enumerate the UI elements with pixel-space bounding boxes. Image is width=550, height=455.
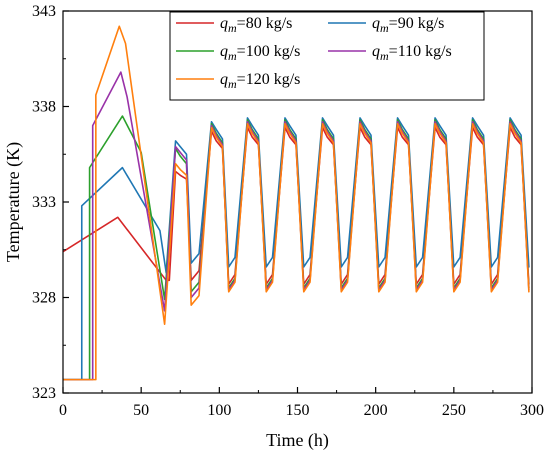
x-tick-label: 100 — [207, 402, 231, 419]
x-tick-label: 0 — [59, 402, 67, 419]
series-lines — [63, 25, 530, 381]
legend-label: qm=120 kg/s — [220, 71, 300, 91]
x-tick-label: 300 — [520, 402, 544, 419]
legend-item: qm=80 kg/s — [176, 15, 292, 35]
legend-item: qm=120 kg/s — [176, 71, 300, 91]
x-axis-title: Time (h) — [266, 430, 329, 451]
x-tick-label: 200 — [364, 402, 388, 419]
legend-label: qm=100 kg/s — [220, 43, 300, 63]
legend-label: qm=90 kg/s — [372, 15, 444, 35]
legend-label: qm=110 kg/s — [372, 43, 452, 63]
x-tick-label: 50 — [133, 402, 149, 419]
series-line-120 — [63, 25, 530, 381]
legend: qm=80 kg/s qm=90 kg/s qm=100 kg/s qm=110 kg… — [169, 11, 485, 101]
legend-label: qm=80 kg/s — [220, 15, 292, 35]
legend-item: qm=100 kg/s — [176, 43, 300, 63]
y-tick-label: 333 — [32, 194, 56, 211]
y-tick-label: 343 — [32, 3, 56, 20]
plot-area — [63, 25, 530, 381]
legend-item: qm=90 kg/s — [328, 15, 444, 35]
series-line-90 — [63, 117, 530, 381]
y-axis-title: Temperature (K) — [3, 142, 24, 262]
y-tick-label: 323 — [32, 385, 56, 402]
legend-item: qm=110 kg/s — [328, 43, 452, 63]
series-line-110 — [63, 71, 530, 381]
y-tick-label: 328 — [32, 290, 56, 307]
axes: 0 50 100 150 200 250 300 323 328 333 338 343 — [32, 3, 544, 419]
x-tick-label: 250 — [442, 402, 466, 419]
y-tick-label: 338 — [32, 99, 56, 116]
legend-box — [169, 11, 485, 101]
x-tick-label: 150 — [286, 402, 310, 419]
